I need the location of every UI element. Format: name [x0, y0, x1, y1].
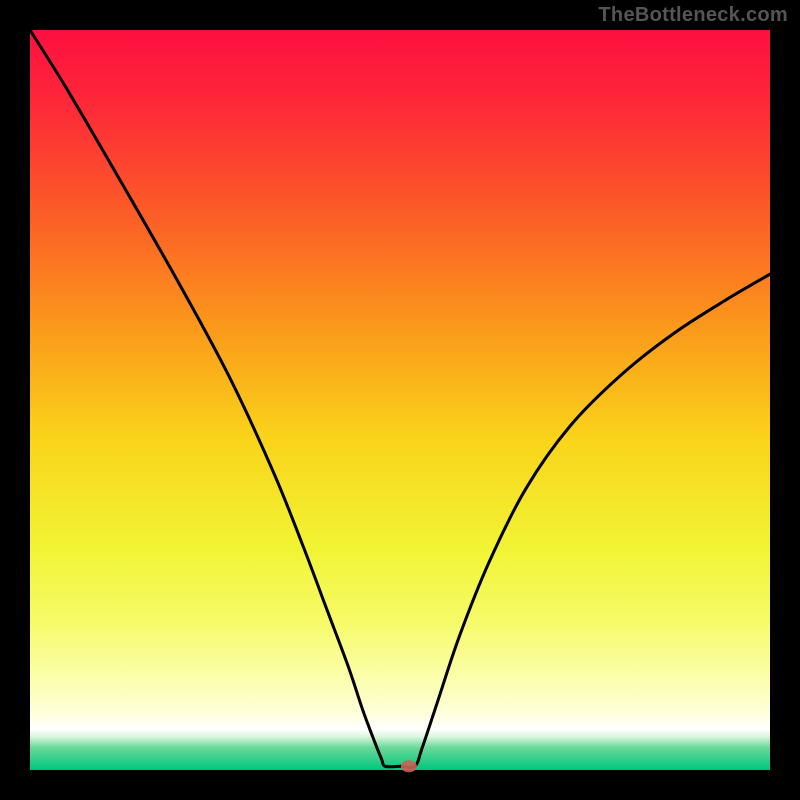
optimal-marker: [401, 760, 417, 772]
watermark-label: TheBottleneck.com: [598, 4, 788, 27]
chart-frame: TheBottleneck.com: [0, 0, 800, 800]
gradient-background: [30, 30, 770, 770]
chart-svg: [0, 0, 800, 800]
